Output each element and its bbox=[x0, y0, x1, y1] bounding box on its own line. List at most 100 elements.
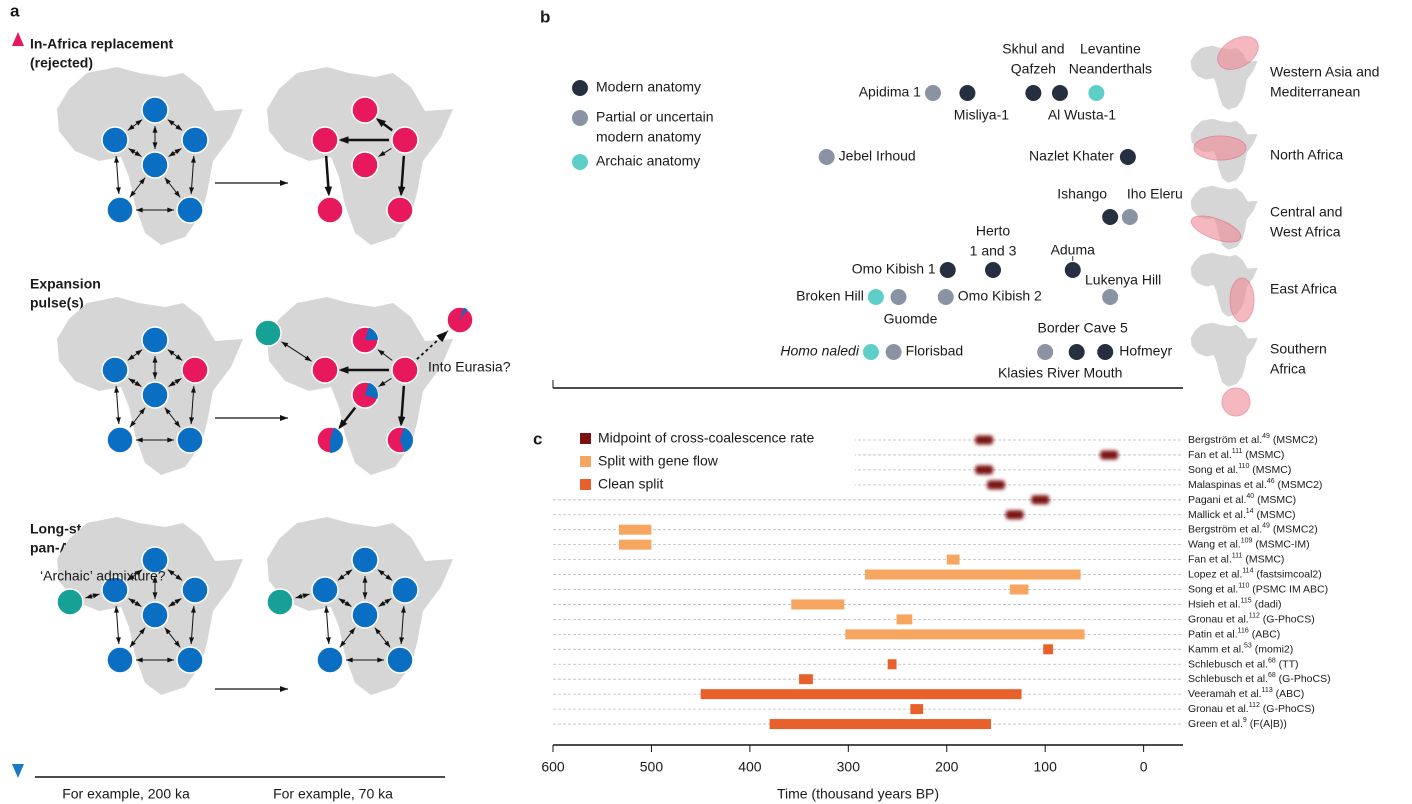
study-label-part: (MSMC) bbox=[1242, 553, 1284, 565]
study-label-part: (dadi) bbox=[1252, 598, 1282, 610]
site-name: Homo naledi bbox=[780, 343, 859, 359]
study-label: Song et al.110 (PSMC IM ABC) bbox=[1188, 582, 1328, 595]
site-dot bbox=[937, 289, 954, 305]
population-node bbox=[391, 356, 419, 384]
study-label: Hsieh et al.115 (dadi) bbox=[1188, 597, 1281, 610]
study-label: Bergström et al.49 (MSMC2) bbox=[1188, 433, 1318, 446]
site-name: Omo Kibish 1 bbox=[852, 261, 936, 277]
legend-dot bbox=[572, 154, 588, 170]
migration-arrow bbox=[168, 148, 182, 157]
migration-arrow bbox=[128, 148, 142, 157]
study-label-part: Lopez et al. bbox=[1188, 568, 1242, 580]
population-node bbox=[176, 196, 204, 224]
site-name: Skhul and bbox=[1002, 41, 1064, 57]
population-node bbox=[141, 381, 169, 409]
panel-label: a bbox=[10, 1, 20, 20]
site-dot bbox=[867, 289, 884, 305]
migration-arrow bbox=[399, 605, 406, 645]
site-name: Border Cave 5 bbox=[1038, 320, 1128, 336]
study-label-part: (MSMC2) bbox=[1270, 523, 1318, 535]
region-name: Southern bbox=[1270, 341, 1327, 357]
population-node bbox=[101, 126, 129, 154]
site-name: Florisbad bbox=[906, 343, 964, 359]
site-name: Omo Kibish 2 bbox=[958, 288, 1042, 304]
study-label: Gronau et al.112 (G-PhoCS) bbox=[1188, 612, 1315, 625]
study-label: Song et al.110 (MSMC) bbox=[1188, 463, 1291, 476]
region-name: West Africa bbox=[1270, 224, 1341, 240]
study-label-part: (MSMC) bbox=[1249, 464, 1291, 476]
population-node bbox=[266, 588, 294, 616]
panel-c: c Bergström et al.49 (MSMC2)Fan et al.111… bbox=[533, 429, 1331, 801]
split-bar bbox=[769, 719, 992, 730]
site-name: Levantine bbox=[1080, 41, 1141, 57]
x-tick-label: 100 bbox=[1034, 759, 1058, 775]
site-name: Neanderthals bbox=[1069, 61, 1152, 77]
migration-arrow bbox=[338, 598, 352, 607]
study-label-part: (TT) bbox=[1276, 658, 1299, 670]
region-name: East Africa bbox=[1270, 281, 1337, 297]
panel-label: c bbox=[533, 429, 542, 448]
site-dot bbox=[1051, 85, 1068, 101]
study-label-part: Wang et al. bbox=[1188, 538, 1241, 550]
site-name: Apidima 1 bbox=[859, 84, 921, 100]
population-node bbox=[311, 126, 339, 154]
study-label-part: (MSMC) bbox=[1242, 449, 1284, 461]
site-name: Aduma bbox=[1051, 242, 1096, 258]
split-bar bbox=[1009, 584, 1029, 595]
migration-arrow bbox=[114, 385, 121, 425]
site-name: Klasies River Mouth bbox=[998, 365, 1123, 381]
study-label: Gronau et al.112 (G-PhoCS) bbox=[1188, 702, 1315, 715]
population-node bbox=[311, 576, 339, 604]
split-bar bbox=[618, 539, 652, 550]
population-node bbox=[176, 426, 204, 454]
migration-arrow bbox=[397, 385, 406, 427]
study-label: Veeramah et al.113 (ABC) bbox=[1188, 687, 1304, 700]
study-label-part: Malaspinas et al. bbox=[1188, 479, 1267, 491]
site-dot bbox=[890, 289, 907, 305]
scenario-title: pulse(s) bbox=[30, 295, 84, 311]
site-name: Hofmeyr bbox=[1119, 343, 1172, 359]
study-label-part: (G-PhoCS) bbox=[1260, 613, 1315, 625]
migration-arrow bbox=[127, 569, 143, 581]
split-bar bbox=[618, 524, 652, 535]
population-node bbox=[141, 96, 169, 124]
site-dot bbox=[862, 344, 879, 360]
site-dot bbox=[924, 85, 941, 101]
migration-arrow bbox=[295, 593, 310, 599]
site-dot bbox=[1102, 289, 1119, 305]
migration-arrow bbox=[114, 605, 121, 645]
x-tick-label: 0 bbox=[1140, 759, 1148, 775]
study-label-part: Bergström et al. bbox=[1188, 434, 1262, 446]
study-label-part: Schlebusch et al. bbox=[1188, 673, 1268, 685]
study-label: Wang et al.109 (MSMC-IM) bbox=[1188, 537, 1310, 550]
study-label-part: Schlebusch et al. bbox=[1188, 658, 1268, 670]
migration-arrow bbox=[338, 406, 357, 430]
study-label-part: 113 bbox=[1262, 687, 1273, 694]
annotation: ‘Archaic’ admixture? bbox=[40, 568, 166, 584]
population-node bbox=[106, 426, 134, 454]
site-dot bbox=[985, 262, 1002, 278]
migration-arrow bbox=[339, 627, 356, 648]
arrow-head bbox=[12, 32, 24, 46]
population-node bbox=[351, 151, 379, 179]
legend-text: Archaic anatomy bbox=[596, 153, 700, 169]
site-dot bbox=[939, 262, 956, 278]
population-node bbox=[254, 319, 282, 347]
study-label-part: Bergström et al. bbox=[1188, 523, 1262, 535]
midpoint-marker bbox=[1100, 450, 1119, 460]
study-label-part: Gronau et al. bbox=[1188, 613, 1249, 625]
migration-arrow bbox=[281, 341, 312, 362]
site-name: Qafzeh bbox=[1011, 61, 1056, 77]
population-node bbox=[176, 646, 204, 674]
migration-arrow bbox=[164, 627, 181, 648]
study-label-part: (G-PhoCS) bbox=[1276, 673, 1331, 685]
time-label: For example, 70 ka bbox=[273, 786, 393, 802]
study-label-part: Patin et al. bbox=[1188, 628, 1238, 640]
region-highlight bbox=[1193, 135, 1247, 161]
migration-arrow bbox=[167, 349, 183, 361]
migration-arrow bbox=[324, 155, 333, 197]
site-dot bbox=[1037, 344, 1054, 360]
population-node bbox=[391, 576, 419, 604]
legend-swatch bbox=[580, 479, 591, 490]
midpoint-marker bbox=[1005, 510, 1024, 520]
